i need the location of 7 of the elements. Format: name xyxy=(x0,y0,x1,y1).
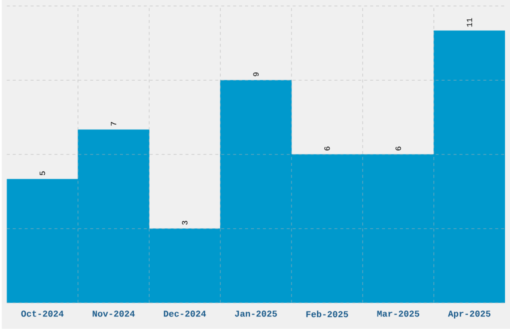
x-tick-label: Mar-2025 xyxy=(377,310,420,317)
x-tick-label: Feb-2025 xyxy=(306,310,348,318)
x-tick-label: Dec-2024 xyxy=(164,310,206,317)
x-tick-label: Oct-2024 xyxy=(21,310,64,317)
x-tick-label: Apr-2025 xyxy=(448,310,490,319)
x-tick-label: Jan-2025 xyxy=(234,310,277,317)
x-tick-label: Nov-2024 xyxy=(92,310,135,317)
